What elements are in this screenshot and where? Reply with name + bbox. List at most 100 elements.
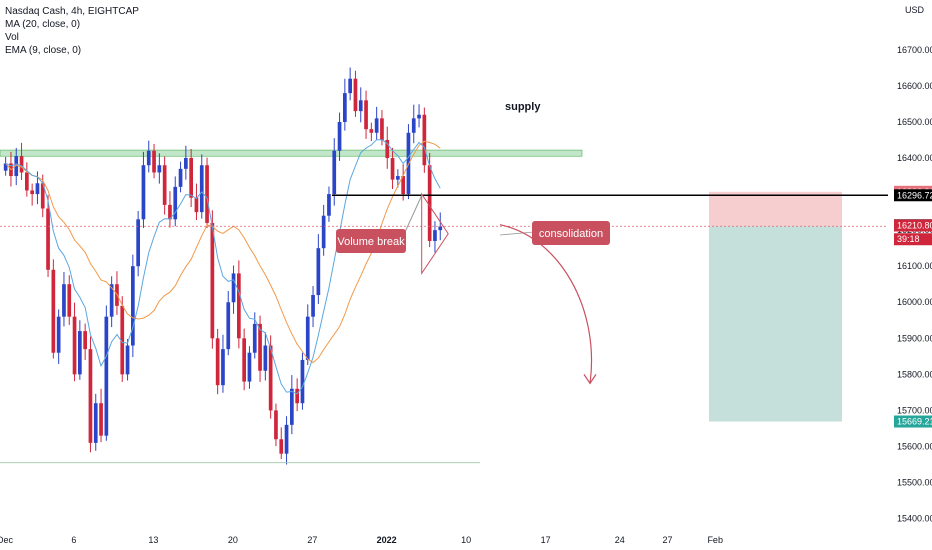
zones-layer [0, 149, 842, 422]
candle-body [83, 331, 87, 350]
candle-body [353, 78, 358, 112]
candles-layer [3, 67, 443, 465]
candle-body [332, 150, 337, 195]
candle-body [263, 345, 268, 371]
arrow-head-icon [583, 374, 597, 385]
candle-body [284, 424, 289, 454]
price-axis[interactable]: USD16700.0016600.0016500.0016400.0016300… [888, 0, 932, 550]
candle-body [14, 156, 19, 177]
price-tick-label: 15800.00 [897, 369, 932, 379]
annotations-layer[interactable]: Volume break consolidation supply [336, 101, 610, 385]
price-tick-label: 15500.00 [897, 478, 932, 488]
price-axis-background [888, 0, 932, 550]
candle-body [247, 352, 252, 382]
price-tick-label: 15900.00 [897, 333, 932, 343]
target-price-badge-text: 15669.21 [897, 417, 932, 427]
ema-indicator-label[interactable]: EMA (9, close, 0) [5, 45, 82, 56]
price-tick-label: 16400.00 [897, 153, 932, 163]
candle-body [88, 349, 93, 443]
candle-body [189, 158, 193, 198]
candle-body [390, 158, 395, 180]
time-tick-label: 24 [615, 535, 625, 545]
candle-body [104, 316, 109, 436]
volume-indicator-label[interactable]: Vol [5, 32, 19, 43]
supply-label: supply [505, 101, 541, 113]
take-profit-zone [709, 226, 842, 422]
candle-body [300, 359, 305, 404]
candle-body [274, 410, 278, 440]
candle-body [215, 338, 220, 386]
price-tick-label: 15600.00 [897, 441, 932, 451]
time-tick-label: Feb [707, 535, 723, 545]
candle-body [374, 118, 379, 133]
candle-body [78, 331, 82, 375]
time-tick-label: 10 [461, 535, 471, 545]
level-price-badge-text: 16296.72 [897, 190, 932, 200]
candle-body [125, 345, 130, 375]
chart-legend: Nasdaq Cash, 4h, EIGHTCAP MA (20, close,… [5, 5, 139, 57]
candle-body [152, 150, 156, 173]
candle-body [194, 197, 199, 213]
candle-body [25, 172, 29, 191]
price-tick-label: 16700.00 [897, 45, 932, 55]
currency-label: USD [905, 5, 925, 15]
time-axis[interactable]: Dec 6 13 20 27 2022 10 17 24 27 Feb [0, 527, 888, 550]
ema-9-line [5, 139, 441, 395]
candle-body [109, 284, 114, 317]
candle-body [146, 150, 151, 166]
time-tick-label: 6 [71, 535, 76, 545]
consolidation-pointer [499, 231, 535, 236]
candle-body [19, 156, 24, 173]
candle-body [3, 163, 8, 171]
candle-body [72, 316, 77, 375]
candle-body [226, 302, 231, 350]
candle-body [168, 204, 172, 220]
time-tick-label: 13 [148, 535, 158, 545]
price-tick-label: 16100.00 [897, 261, 932, 271]
consolidation-triangle [421, 192, 449, 276]
last-price-badge-text: 16210.80 [897, 221, 932, 231]
candle-body [337, 121, 342, 151]
candle-body [433, 230, 437, 241]
last-price-badge [894, 219, 932, 232]
level-price-badge [894, 189, 932, 202]
candle-body [62, 284, 66, 317]
candle-body [242, 338, 246, 382]
price-tick-label: 16500.00 [897, 117, 932, 127]
price-tick-label: 15400.00 [897, 514, 932, 524]
moving-averages-layer [5, 139, 441, 395]
target-price-badge [894, 415, 932, 428]
candle-body [401, 176, 405, 195]
candle-body [141, 165, 146, 220]
candle-body [40, 183, 45, 209]
candle-body [411, 118, 416, 133]
candle-body [205, 165, 209, 223]
ma-20-line [5, 140, 441, 364]
candle-body [327, 194, 331, 216]
supply-zone [0, 149, 583, 157]
countdown-text: 39:18 [897, 234, 920, 244]
symbol-title[interactable]: Nasdaq Cash, 4h, EIGHTCAP [5, 6, 139, 17]
candle-body [178, 168, 183, 187]
candle-body [279, 439, 284, 454]
time-tick-label: 27 [662, 535, 672, 545]
candle-body [131, 266, 135, 346]
candle-body [136, 219, 140, 267]
candle-body [305, 316, 310, 360]
ma-indicator-label[interactable]: MA (20, close, 0) [5, 19, 81, 30]
candle-body [210, 222, 215, 339]
candle-body [35, 183, 40, 195]
candle-body [396, 176, 400, 180]
projection-arrow [499, 224, 593, 384]
candle-body [348, 78, 352, 94]
level-lines-layer [0, 194, 888, 464]
price-tick-label: 16600.00 [897, 81, 932, 91]
price-tick-label: 16000.00 [897, 297, 932, 307]
candle-body [199, 165, 204, 213]
consolidation-callout [532, 221, 610, 245]
candle-body [369, 129, 374, 133]
candle-body [343, 93, 347, 122]
candle-body [93, 403, 98, 443]
candle-body [67, 284, 72, 317]
